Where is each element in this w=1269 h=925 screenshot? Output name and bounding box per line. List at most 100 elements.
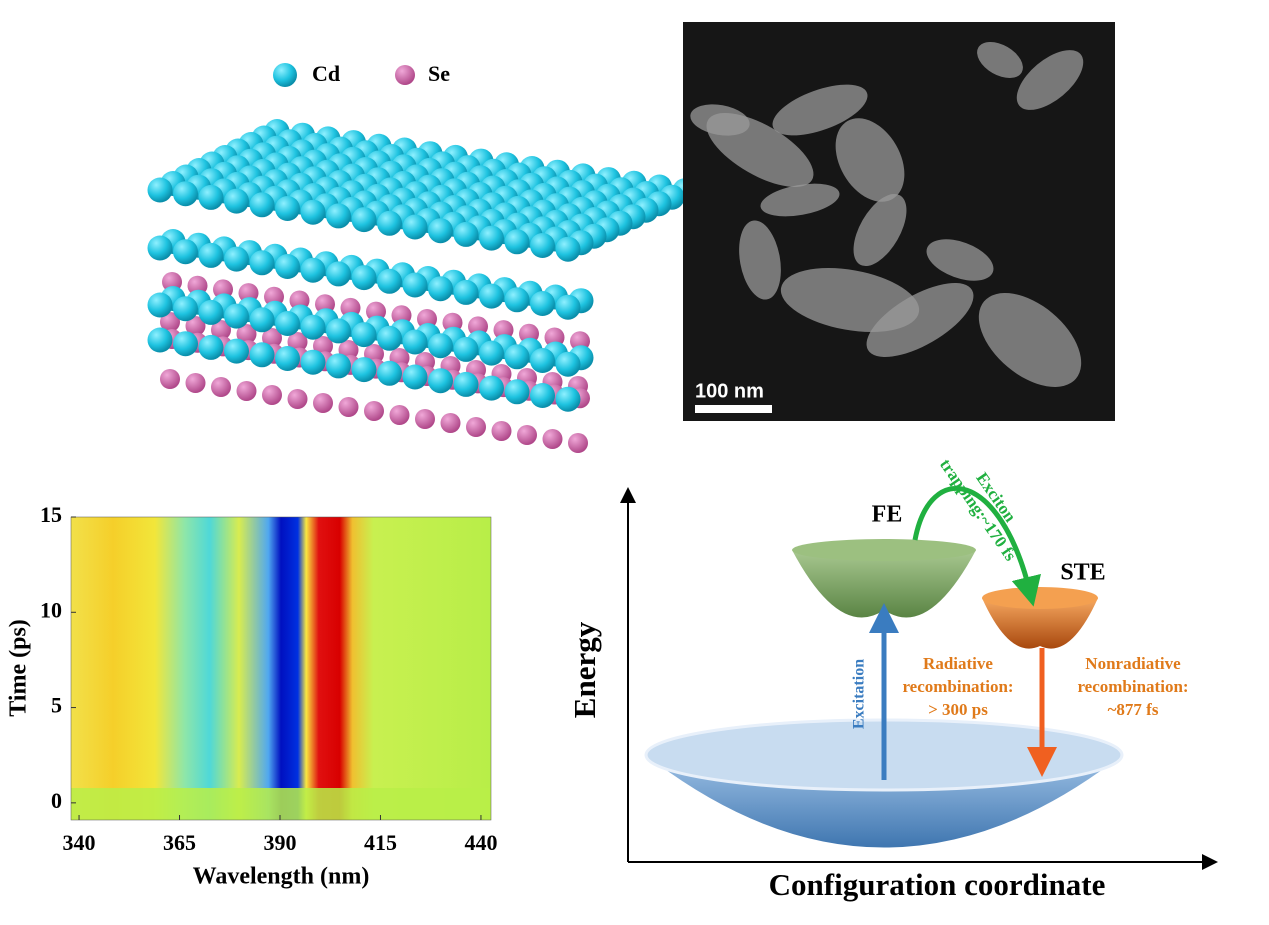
legend-label: Se [428,61,450,86]
cd-atom [479,283,504,309]
nanoplatelets [690,41,1084,387]
se-atom [389,405,410,425]
se-atom [415,409,435,429]
se-atom [160,312,180,332]
ste-rim [982,587,1098,609]
se-atom [287,332,308,352]
x-axis-label: Configuration coordinate [769,867,1106,902]
nonradiative-label: recombination: [1077,677,1188,696]
cd-atom [479,340,504,366]
se-atom [236,381,257,401]
fe-bowl [792,550,976,618]
x-tick-label: 390 [263,830,296,855]
radiative-label: recombination: [902,677,1013,696]
nanoplatelet [866,283,974,357]
legend-marker [395,65,415,85]
cd-atom [504,379,530,405]
nanoplatelet [853,193,907,267]
se-atom [236,324,257,344]
y-tick-label: 10 [40,597,62,622]
nanoplatelet [926,239,994,281]
cd-atom [249,192,275,218]
fe-label: FE [872,502,903,528]
radiative-label: > 300 ps [928,700,988,719]
nonradiative-label: Nonradiative [1085,654,1181,673]
cd-atom [300,257,326,283]
x-tick-label: 365 [163,830,196,855]
cd-atom [147,327,173,353]
y-tick-label: 5 [51,693,62,718]
cd-atom [479,375,504,401]
fe-rim [792,539,976,561]
ste-label: STE [1060,560,1105,586]
cd-atom [530,233,555,258]
cd-atom [173,296,198,322]
cd-atom [377,325,402,351]
nanoplatelet [977,41,1023,79]
x-tick-label: 440 [464,830,497,855]
se-atom [287,389,308,409]
y-axis-label: Energy [567,621,602,718]
cd-atom [326,261,351,287]
cd-atom [173,181,198,207]
cd-atom [147,177,173,203]
heatmap [70,516,492,821]
x-tick-label: 340 [63,830,96,855]
excitation-label: Excitation [851,659,868,729]
legend-label: Cd [312,61,340,86]
cd-atom [504,287,530,313]
cd-atom [300,349,326,375]
heatmap-baseline [71,788,491,820]
y-tick-label: 0 [51,788,62,813]
cd-atom [428,333,453,359]
se-atom [211,377,231,397]
se-atom [517,425,537,445]
heatmap-image [71,517,491,820]
cd-atom [453,336,479,362]
cd-atom [198,299,224,325]
cd-atom [224,188,249,214]
cd-atom [402,272,428,298]
cd-atom [377,210,402,236]
se-atom [440,413,461,433]
y-axis-label: Time (ps) [6,619,32,717]
crystal-lattice [147,119,698,453]
cd-atom [530,291,555,316]
se-atom [313,393,333,413]
cd-atom [224,303,249,329]
cd-atom [555,351,581,377]
ste-bowl [982,598,1098,649]
legend-marker [273,63,297,87]
cd-atom [224,246,249,272]
se-atom [338,397,359,417]
cd-atom [147,292,173,318]
cd-atom [453,221,479,247]
nanoplatelet [739,220,781,300]
cd-atom [198,242,224,268]
x-tick-label: 415 [364,830,397,855]
trapping-arrow [912,485,1041,607]
nonradiative-label: ~877 fs [1108,700,1159,719]
cd-atom [326,318,351,344]
cd-atom [555,386,581,412]
cd-atom [173,239,198,265]
se-atom [466,417,486,437]
y-tick-label: 15 [40,502,62,527]
cd-atom [402,214,428,240]
cd-atom [351,207,377,233]
se-atom [364,401,384,421]
cd-atom [275,254,300,279]
se-atom [160,369,180,389]
cd-atom [300,199,326,225]
cd-atom [428,276,453,302]
x-axis-label: Wavelength (nm) [193,864,370,890]
cd-atom [275,196,300,221]
cd-atom [402,329,428,355]
nanoplatelet [760,183,840,217]
cd-atom [351,357,377,383]
cd-atom [275,311,300,336]
cd-atom [504,344,530,370]
scale-bar-label: 100 nm [695,380,764,402]
cd-atom [326,203,351,229]
radiative-label: Radiative [923,654,993,673]
